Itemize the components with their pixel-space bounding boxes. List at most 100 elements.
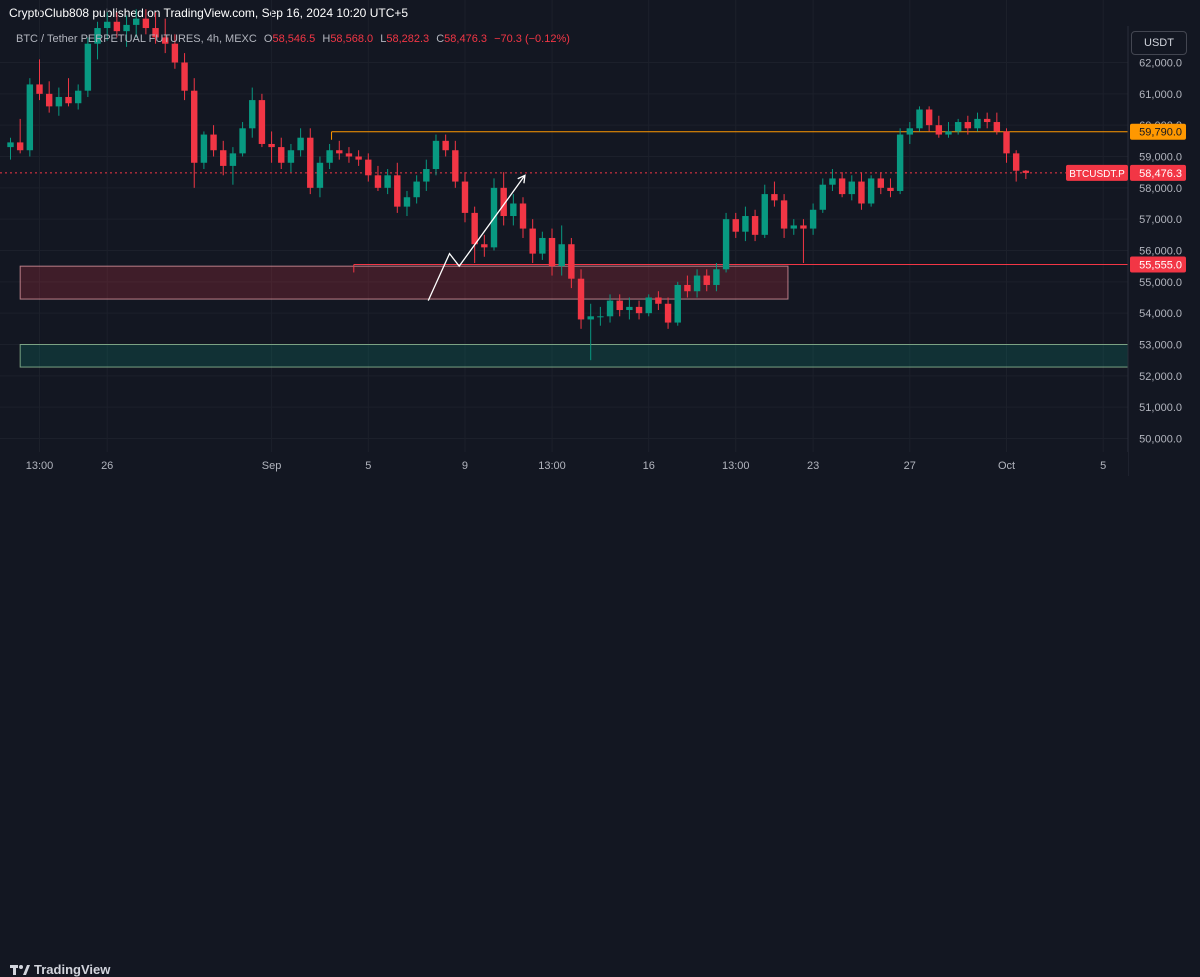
candle xyxy=(935,115,943,138)
tradingview-logo-icon xyxy=(10,964,30,975)
candle xyxy=(500,172,507,226)
candle xyxy=(345,147,353,163)
candle xyxy=(655,291,662,311)
candle-body xyxy=(626,306,633,311)
candle-body xyxy=(113,21,121,32)
candle xyxy=(751,209,759,242)
candle-layer xyxy=(7,9,1030,361)
time-axis: 13:00 26 Sep 5 9 13:00 16 13:00 23 27 Oct 5 xyxy=(0,452,1128,476)
price-tick-label: 52,000.0 xyxy=(1139,371,1182,383)
candle-body xyxy=(355,156,362,160)
candle-body xyxy=(287,150,295,163)
candle xyxy=(974,112,981,132)
candle xyxy=(171,34,179,69)
candle-body xyxy=(384,175,391,188)
time-tick-label: 13:00 xyxy=(722,460,750,472)
candle-body xyxy=(1003,131,1010,154)
candlestick-chart[interactable]: 62,000.061,000.060,000.059,000.058,000.0… xyxy=(0,0,1200,476)
candle xyxy=(848,175,855,201)
candle xyxy=(210,125,217,157)
candle-body xyxy=(800,225,807,229)
candle xyxy=(916,106,923,132)
candle xyxy=(858,172,865,210)
candle xyxy=(558,225,565,276)
tradingview-logo[interactable]: TradingView xyxy=(10,962,110,977)
candle xyxy=(403,190,411,217)
candle xyxy=(829,169,836,191)
candle-body xyxy=(577,278,585,320)
price-tick-label: 53,000.0 xyxy=(1139,340,1182,352)
candle-body xyxy=(200,134,208,163)
candle xyxy=(258,93,266,148)
candle xyxy=(587,303,594,361)
candle-body xyxy=(432,140,440,170)
symbol-title: BTC / Tether PERPETUAL FUTURES, 4h, MEXC xyxy=(16,33,257,45)
price-tick-label: 55,000.0 xyxy=(1139,277,1182,289)
candle xyxy=(945,122,952,138)
candle xyxy=(993,112,1001,135)
projection-arrowhead xyxy=(517,174,526,184)
price-tick-label: 59,000.0 xyxy=(1139,152,1182,164)
currency-button[interactable]: USDT xyxy=(1131,31,1187,55)
candle xyxy=(452,140,459,188)
candle-body xyxy=(587,316,594,320)
candle-body xyxy=(829,178,836,185)
candle-body xyxy=(529,228,536,254)
candle xyxy=(664,297,672,329)
candle xyxy=(239,122,246,157)
candle-body xyxy=(616,300,623,311)
candle-body xyxy=(925,109,933,126)
candle xyxy=(1003,128,1010,163)
time-tick-label: 9 xyxy=(462,460,468,472)
candle-body xyxy=(481,244,488,248)
time-tick-label: 5 xyxy=(365,460,371,472)
candle-body xyxy=(7,142,14,148)
grid-layer xyxy=(0,0,1128,452)
candle-body xyxy=(877,178,884,188)
price-tick-label: 51,000.0 xyxy=(1139,402,1182,414)
candle xyxy=(838,172,846,198)
time-tick-label: 27 xyxy=(904,460,916,472)
candle-body xyxy=(220,150,227,166)
candle-body xyxy=(548,237,556,267)
candle xyxy=(113,12,121,38)
candle-body xyxy=(258,100,266,144)
candle xyxy=(413,175,420,204)
price-tick-label: 62,000.0 xyxy=(1139,58,1182,70)
candle-body xyxy=(461,181,469,213)
candle-body xyxy=(123,24,130,32)
candle-body xyxy=(191,90,198,163)
candle xyxy=(278,137,285,170)
candle-body xyxy=(558,244,565,267)
candle-body xyxy=(55,96,63,107)
candle-body xyxy=(703,275,710,285)
open-label: O xyxy=(263,33,273,45)
candle-body xyxy=(790,225,797,229)
candle xyxy=(200,131,208,170)
candle xyxy=(548,228,556,276)
candle xyxy=(819,178,826,213)
price-axis: 62,000.061,000.060,000.059,000.058,000.0… xyxy=(1127,0,1200,476)
candle xyxy=(229,147,237,185)
candle-body xyxy=(423,169,430,182)
arrow-layer xyxy=(427,174,526,301)
candle-body xyxy=(935,125,943,135)
candle-body xyxy=(1022,170,1030,173)
candle-body xyxy=(297,137,304,151)
candle xyxy=(626,297,633,320)
high-value: 58,568.0 xyxy=(330,33,374,45)
candle xyxy=(249,87,256,138)
time-tick-label: Oct xyxy=(998,460,1015,472)
candle xyxy=(365,153,372,182)
candle-body xyxy=(848,181,855,195)
candle-body xyxy=(761,194,768,235)
candle xyxy=(7,137,14,160)
candle-body xyxy=(316,162,324,188)
footer: TradingView xyxy=(0,476,1200,977)
candle xyxy=(703,269,710,292)
candle-body xyxy=(403,197,411,207)
candle-body xyxy=(887,187,894,191)
candle-body xyxy=(568,244,575,279)
candle-body xyxy=(771,194,778,201)
candle xyxy=(316,156,324,198)
